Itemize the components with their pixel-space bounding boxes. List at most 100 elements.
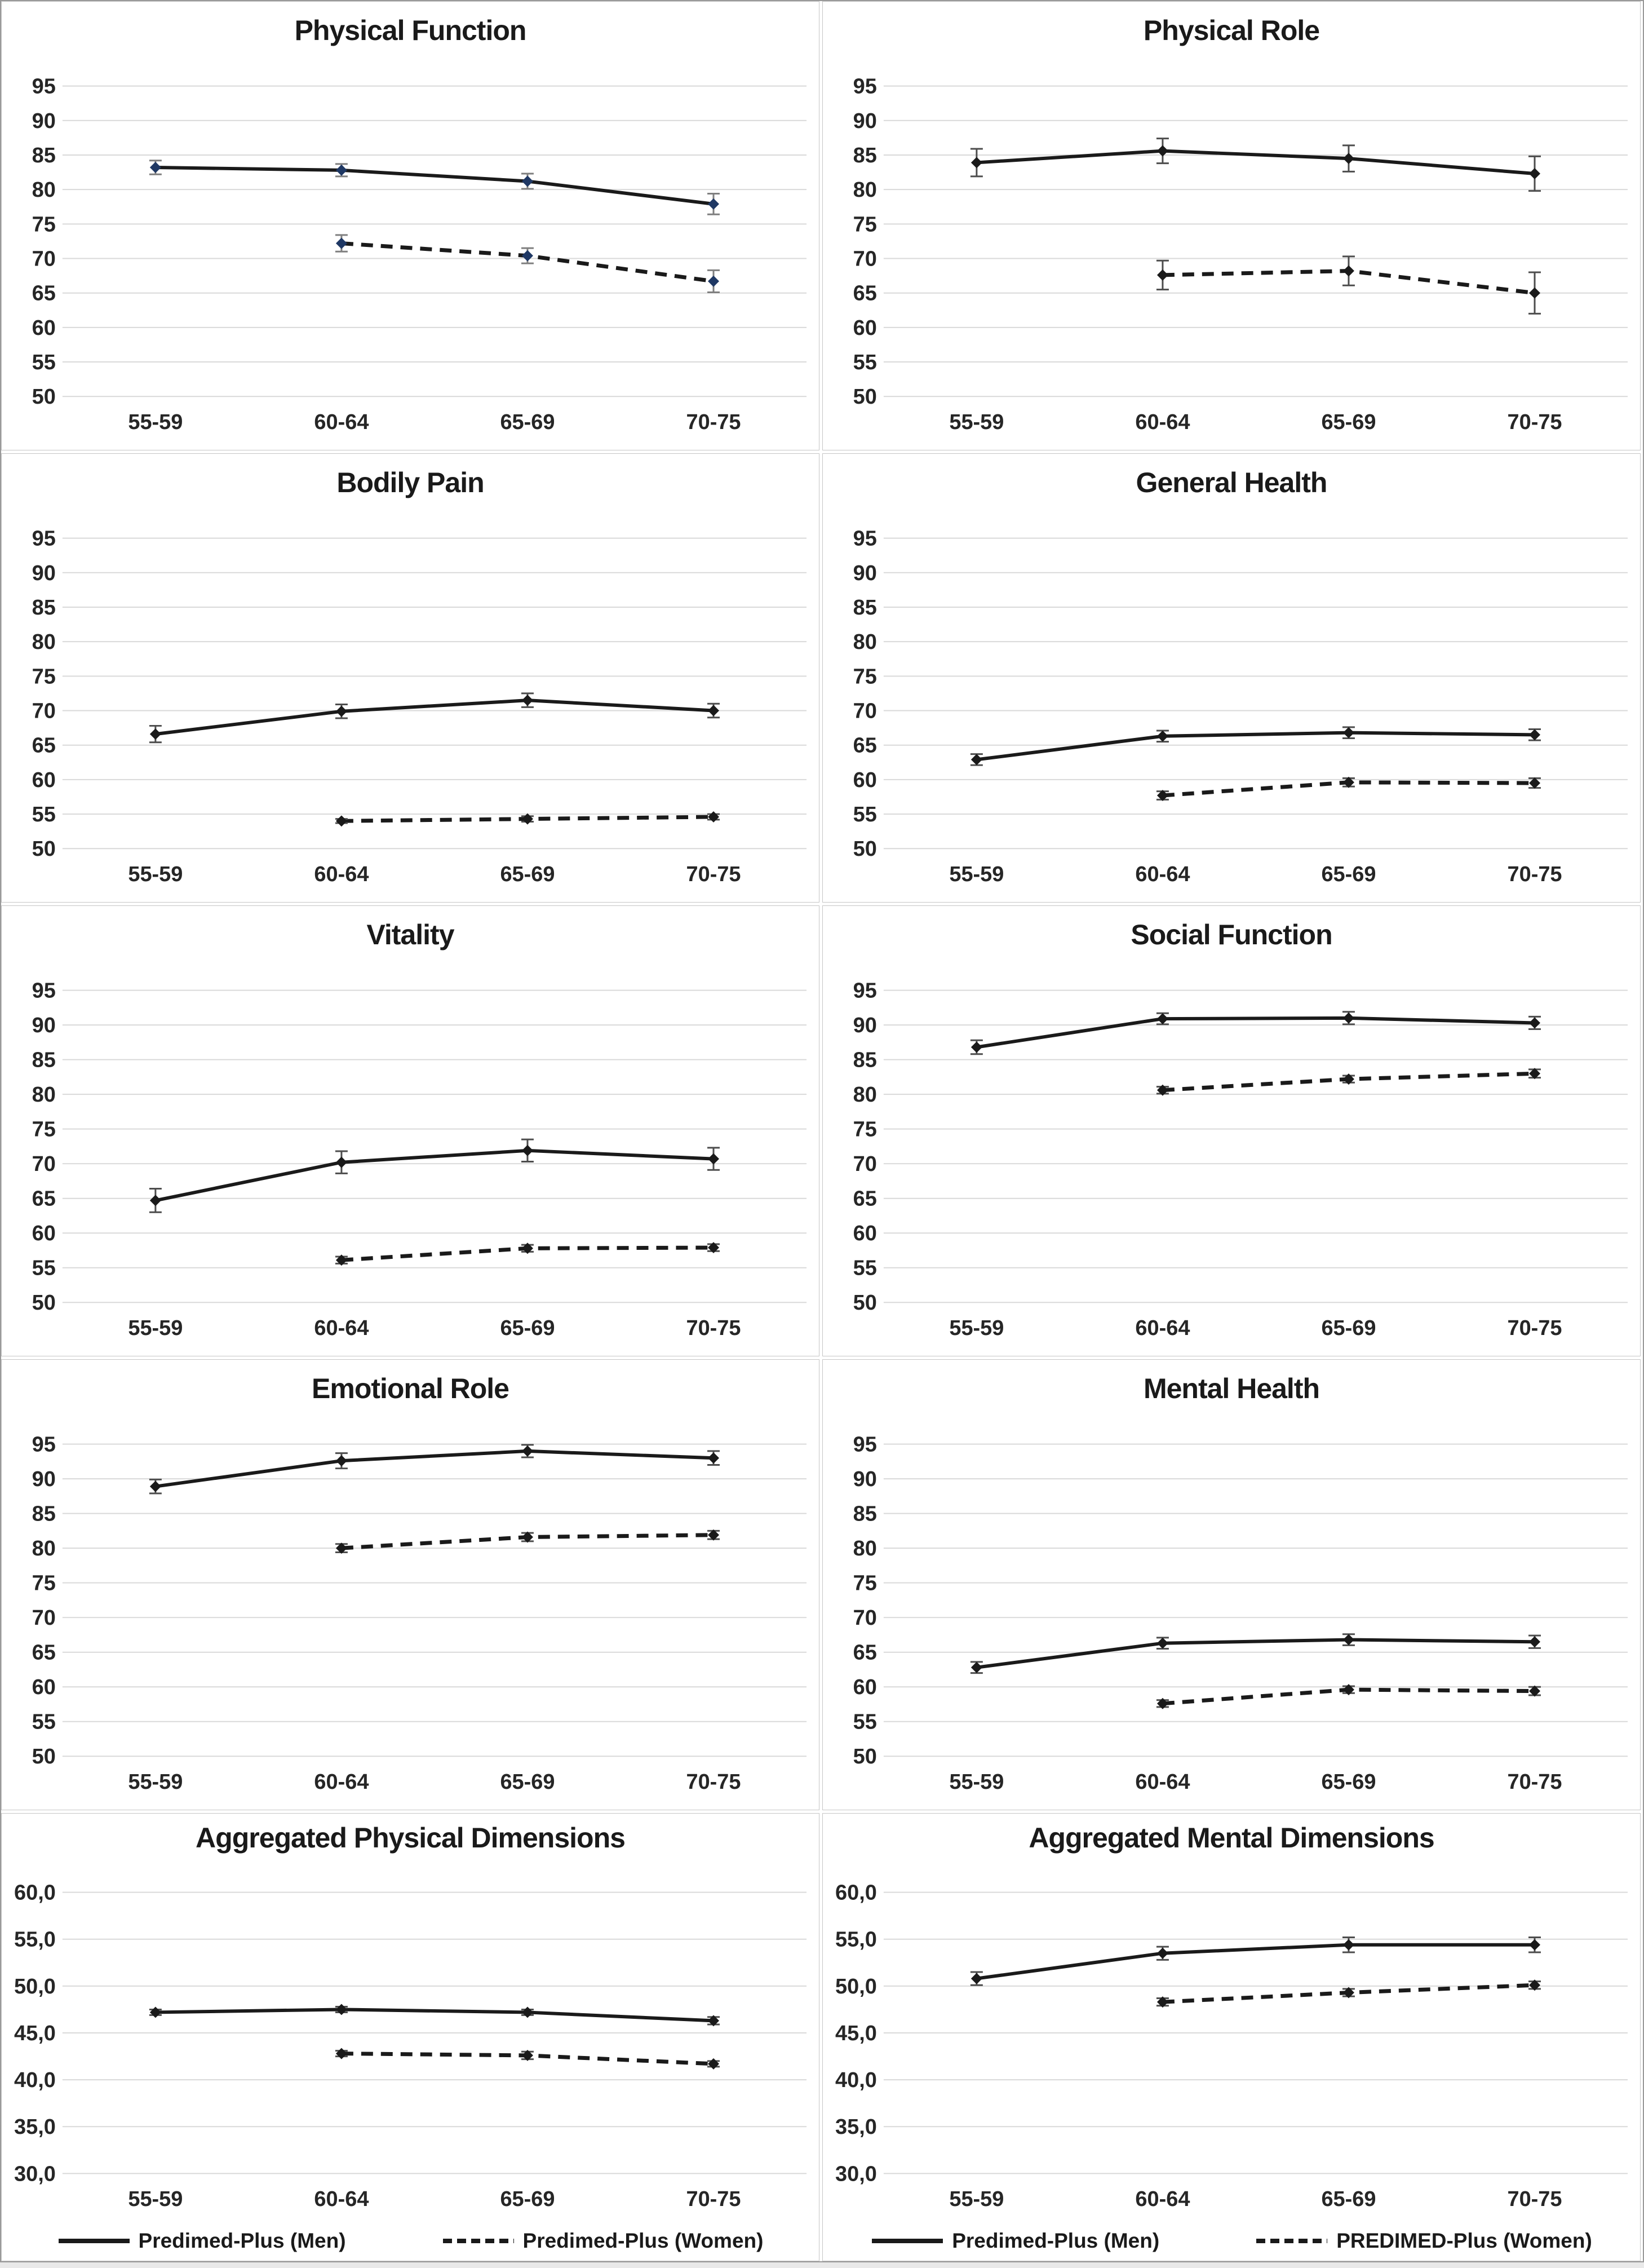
y-tick-label: 40,0: [14, 2068, 56, 2092]
legend-item-men: Predimed-Plus (Men): [871, 2229, 1159, 2253]
y-tick-label: 80: [32, 630, 56, 654]
x-tick-label: 60-64: [314, 2187, 369, 2211]
y-tick-label: 90: [32, 109, 56, 133]
y-tick-label: 65: [32, 734, 56, 758]
data-point-marker: [521, 813, 533, 825]
x-tick-label: 70-75: [686, 1770, 741, 1794]
data-point-marker: [708, 811, 719, 823]
y-tick-label: 70: [32, 700, 56, 723]
y-tick-label: 75: [853, 1118, 877, 1142]
bodily-pain-plot: 95 90 85 80 75 70 65 60 55 50 55-59 60-64 65-69 70-75: [32, 527, 807, 886]
y-tick-label: 50: [32, 1291, 56, 1315]
x-tick-label: 55-59: [949, 863, 1004, 886]
x-tick-label: 65-69: [500, 1770, 555, 1794]
chart-title-physical-function: Physical Function: [294, 15, 527, 46]
data-point-marker: [335, 1542, 347, 1554]
data-point-marker: [1529, 287, 1540, 299]
y-tick-label: 90: [853, 109, 877, 133]
data-point-marker: [1342, 1073, 1354, 1085]
data-point-marker: [1529, 1939, 1540, 1951]
y-tick-label: 95: [32, 527, 56, 551]
y-tick-label: 50: [32, 1745, 56, 1769]
x-tick-label: 70-75: [686, 863, 741, 886]
series-line-men: [976, 1943, 1535, 1980]
chart-title-physical-role: Physical Role: [1143, 15, 1320, 46]
y-tick-label: 50: [853, 837, 877, 861]
data-point-marker: [521, 1144, 533, 1156]
data-point-marker: [521, 175, 533, 187]
general-health-plot: 95 90 85 80 75 70 65 60 55 50 55-59 60-64 65-69 70-75: [853, 527, 1628, 886]
y-tick-label: 75: [853, 665, 877, 688]
vitality-plot: 95 90 85 80 75 70 65 60 55 50 55-59 60-64 65-69 70-75: [32, 979, 807, 1340]
y-tick-label: 35,0: [14, 2115, 56, 2139]
y-tick-label: 85: [853, 1502, 877, 1526]
series-line-men: [155, 2008, 714, 2023]
data-point-marker: [335, 1156, 347, 1168]
y-tick-label: 65: [853, 282, 877, 306]
data-point-marker: [335, 2004, 347, 2015]
y-tick-label: 45,0: [14, 2022, 56, 2045]
x-tick-label: 60-64: [314, 410, 369, 434]
legend-aggregated-physical: Predimed-Plus (Men) Predimed-Plus (Women…: [2, 2229, 819, 2253]
data-point-marker: [708, 1452, 719, 1464]
y-tick-label: 45,0: [835, 2022, 877, 2045]
legend-item-women: Predimed-Plus (Women): [442, 2229, 764, 2253]
data-point-marker: [149, 2006, 161, 2018]
x-tick-label: 70-75: [1508, 863, 1562, 886]
legend-men-solid-line-swatch: [872, 2239, 943, 2243]
y-tick-label: 70: [853, 1152, 877, 1176]
data-point-marker: [335, 1254, 347, 1266]
y-tick-label: 90: [32, 1014, 56, 1037]
y-tick-label: 60: [853, 316, 877, 340]
legend-women-label: Predimed-Plus (Women): [522, 2229, 764, 2252]
y-tick-label: 50,0: [835, 1975, 877, 1999]
y-tick-label: 60: [32, 1222, 56, 1245]
legend-men-solid-line-swatch: [58, 2239, 130, 2243]
data-point-marker: [708, 2058, 719, 2070]
data-point-marker: [708, 705, 719, 717]
data-point-marker: [1156, 730, 1168, 742]
x-tick-label: 70-75: [686, 2187, 741, 2211]
x-tick-label: 70-75: [1508, 410, 1562, 434]
y-tick-label: 90: [853, 562, 877, 585]
y-tick-label: 30,0: [14, 2162, 56, 2186]
y-tick-label: 50: [32, 837, 56, 861]
y-tick-label: 60,0: [835, 1881, 877, 1905]
x-tick-label: 65-69: [1321, 2187, 1376, 2211]
x-tick-label: 55-59: [128, 1770, 183, 1794]
x-tick-label: 60-64: [314, 1770, 369, 1794]
data-point-marker: [521, 1531, 533, 1543]
y-tick-label: 55: [32, 1257, 56, 1280]
data-point-marker: [335, 164, 347, 176]
x-tick-label: 60-64: [1135, 1770, 1190, 1794]
x-tick-label: 60-64: [314, 1316, 369, 1340]
y-tick-label: 55: [32, 1710, 56, 1734]
chart-title-emotional-role: Emotional Role: [312, 1373, 509, 1404]
chart-title-general-health: General Health: [1136, 467, 1328, 498]
data-point-marker: [971, 1041, 982, 1053]
legend-women-label: PREDIMED-Plus (Women): [1336, 2229, 1592, 2252]
y-tick-label: 55: [853, 1710, 877, 1734]
y-tick-label: 70: [32, 247, 56, 271]
y-tick-label: 80: [853, 1537, 877, 1560]
chart-title-mental-health: Mental Health: [1143, 1373, 1320, 1404]
chart-title-bodily-pain: Bodily Pain: [336, 467, 484, 498]
y-tick-label: 80: [32, 1537, 56, 1560]
data-point-marker: [521, 695, 533, 706]
x-tick-label: 70-75: [686, 1316, 741, 1340]
data-point-marker: [521, 1243, 533, 1254]
series-line-men: [155, 1148, 714, 1202]
data-point-marker: [1156, 1996, 1168, 2008]
data-point-marker: [521, 250, 533, 262]
data-point-marker: [149, 162, 161, 173]
data-point-marker: [521, 2006, 533, 2018]
y-tick-label: 55: [32, 803, 56, 826]
y-tick-label: 85: [853, 596, 877, 620]
physical-function-plot: 95 90 85 80 75 70 65 60 55 50 55-59 60-64 65-69 70-75: [32, 75, 807, 434]
x-tick-label: 70-75: [1508, 2187, 1562, 2211]
x-tick-label: 55-59: [128, 410, 183, 434]
y-tick-label: 95: [32, 75, 56, 99]
data-point-marker: [1529, 168, 1540, 179]
chart-panel-physical-role: Physical Role 95 90 85 80 75 70 65 60 55 50 55-59 6…: [822, 1, 1641, 450]
y-tick-label: 35,0: [835, 2115, 877, 2139]
